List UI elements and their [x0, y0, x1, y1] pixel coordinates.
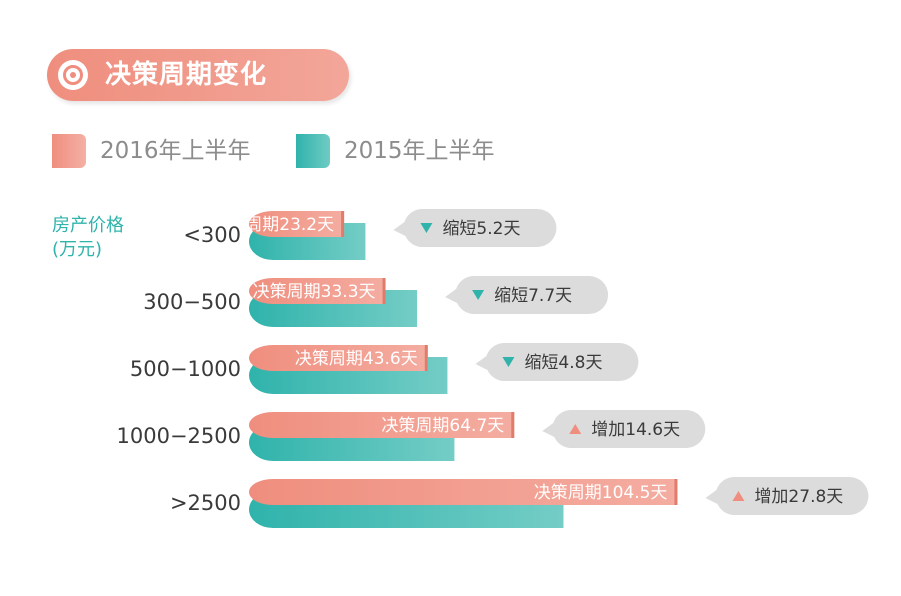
bar-2016-edge — [424, 345, 428, 371]
bar-2016-edge — [382, 278, 386, 304]
bar-2016-edge — [674, 479, 678, 505]
bar-2016 — [249, 278, 386, 304]
legend-swatch-2015 — [296, 134, 330, 168]
page-title: 决策周期变化 — [105, 60, 268, 90]
change-text: 缩短4.8天 — [524, 353, 602, 373]
change-text: 增加27.8天 — [754, 487, 843, 507]
category-label: 300−500 — [143, 290, 241, 314]
bar-label: 决策周期43.6天 — [295, 349, 418, 369]
change-badge — [705, 477, 869, 515]
change-text: 增加14.6天 — [591, 420, 680, 440]
category-label: 500−1000 — [130, 357, 241, 381]
target-icon — [58, 60, 88, 90]
bar-label: 决策周期104.5天 — [534, 483, 668, 503]
bar-2016 — [249, 479, 678, 505]
axis-title-line: (万元) — [52, 239, 102, 260]
arrow-down-icon — [420, 223, 433, 233]
change-badge — [445, 276, 609, 314]
change-badge — [393, 209, 557, 247]
bar-2016 — [249, 345, 428, 371]
legend-label-2015: 2015年上半年 — [344, 138, 495, 164]
axis-title-line: 房产价格 — [52, 215, 124, 236]
bar-2016-edge — [341, 211, 345, 237]
bar-2016-edge — [511, 412, 515, 438]
change-badge — [475, 343, 639, 381]
bar-label: 决策周期33.3天 — [253, 282, 376, 302]
title-banner: 决策周期变化 — [47, 49, 349, 101]
bar-label: 决策周期64.7天 — [381, 416, 504, 436]
arrow-down-icon — [502, 357, 515, 367]
change-badge — [542, 410, 706, 448]
change-text: 缩短7.7天 — [494, 286, 572, 306]
category-label: <300 — [183, 223, 241, 247]
arrow-up-icon — [732, 491, 745, 501]
bar-label: 决策周期23.2天 — [211, 215, 334, 235]
bar-2016 — [249, 211, 345, 237]
arrow-down-icon — [472, 290, 485, 300]
legend-label-2016: 2016年上半年 — [100, 138, 251, 164]
category-label: 1000−2500 — [117, 424, 241, 448]
legend-swatch-2016 — [52, 134, 86, 168]
category-label: >2500 — [170, 491, 241, 515]
bar-2016 — [249, 412, 515, 438]
arrow-up-icon — [569, 424, 582, 434]
change-text: 缩短5.2天 — [442, 219, 520, 239]
